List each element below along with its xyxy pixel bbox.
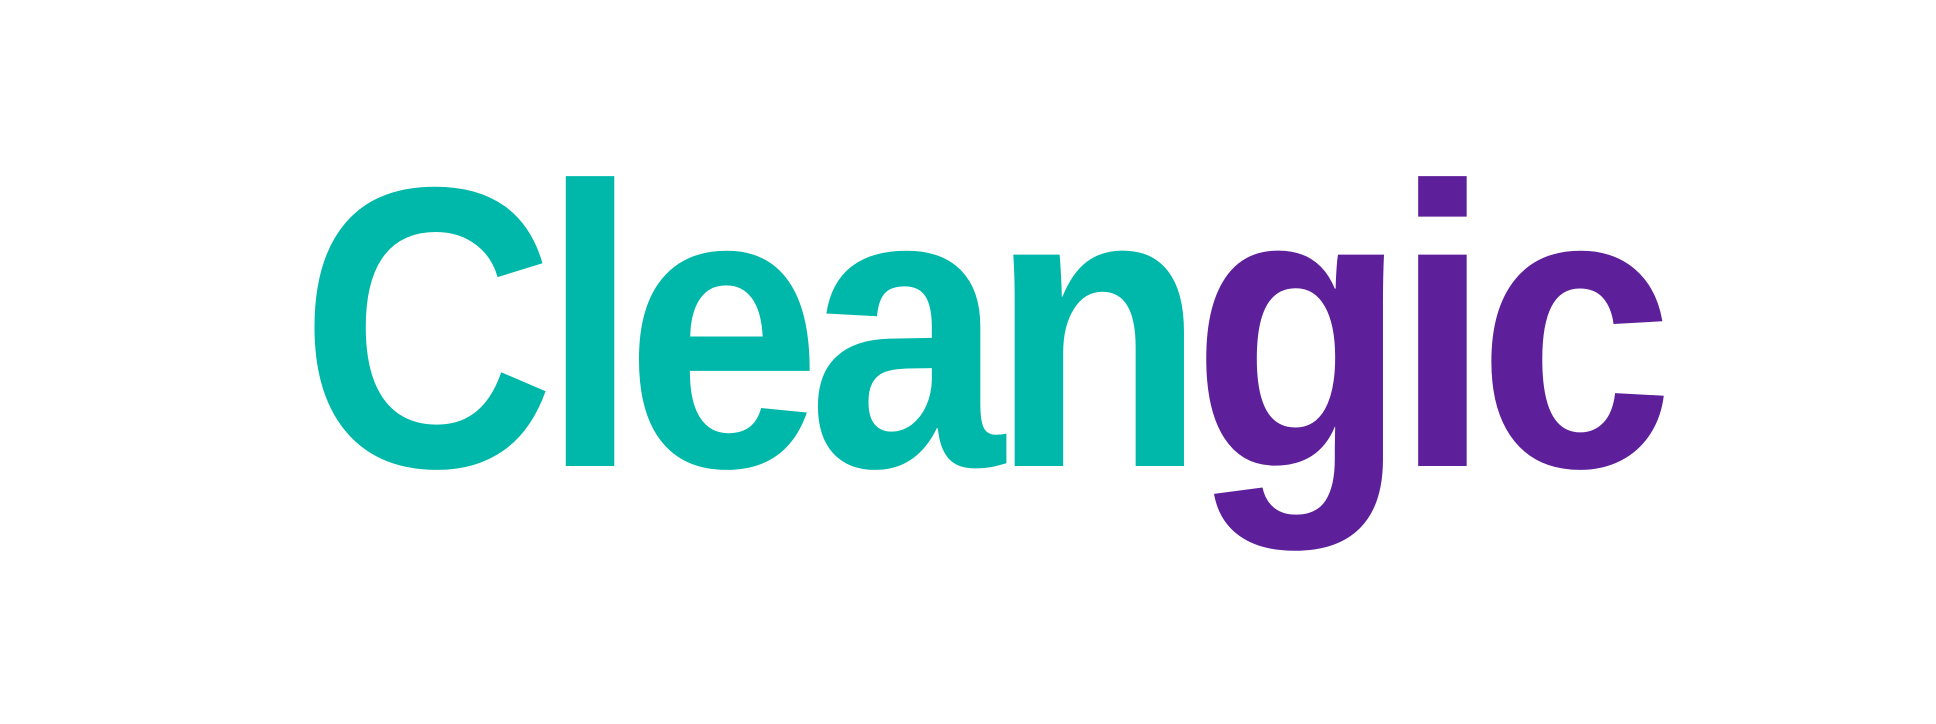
wordmark-primary-part: Clean — [300, 104, 1192, 551]
wordmark-secondary-part: gic — [1192, 104, 1666, 554]
wordmark: Cleangic — [300, 104, 1665, 554]
